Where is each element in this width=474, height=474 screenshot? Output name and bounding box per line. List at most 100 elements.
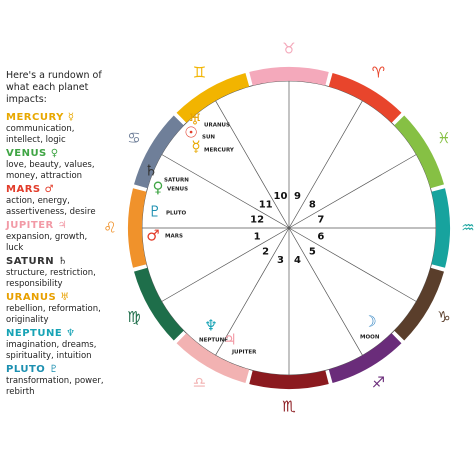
planet-entry: PLUTO ♇ transformation, power, rebirth <box>6 364 106 397</box>
planet-heading: JUPITER ♃ <box>6 220 106 232</box>
planet-name: URANUS <box>6 292 57 303</box>
planet-symbol: ♅ <box>60 292 70 303</box>
planet-description: transformation, power, rebirth <box>6 376 104 397</box>
zodiac-symbol: ♒ <box>461 219 474 237</box>
planet-heading: URANUS ♅ <box>6 292 106 304</box>
planet-name: NEPTUNE <box>6 328 63 339</box>
planet-entry: JUPITER ♃ expansion, growth, luck <box>6 220 106 253</box>
house-number: 6 <box>317 232 324 243</box>
intro: Here's a rundown of what each planet imp… <box>6 70 102 105</box>
house-divider <box>161 154 290 229</box>
zodiac-symbol: ♑ <box>437 308 450 326</box>
placement-symbol: ♂ <box>146 227 159 245</box>
house-number: 8 <box>309 200 316 211</box>
legend: Here's a rundown of what each planet imp… <box>6 70 106 400</box>
placement-symbol: ☿ <box>191 138 200 156</box>
house-divider <box>161 227 290 302</box>
planet-heading: MERCURY ☿ <box>6 112 106 124</box>
planet-heading: VENUS ♀ <box>6 148 106 160</box>
planet-entry: NEPTUNE ♆ imagination, dreams, spirituali… <box>6 328 106 361</box>
placement-label: MERCURY <box>204 148 235 154</box>
planet-symbol: ♂ <box>44 184 55 195</box>
planet-description: communication, intellect, logic <box>6 124 75 145</box>
placement-symbol: ♇ <box>148 203 161 221</box>
zodiac-symbol: ♋ <box>127 129 140 147</box>
placement-label: JUPITER <box>231 350 257 356</box>
zodiac-symbol: ♐ <box>372 374 385 392</box>
placement-symbol: ♃ <box>223 331 236 349</box>
planet-description: action, energy, assertiveness, desire <box>6 196 96 217</box>
planet-symbol: ♇ <box>49 364 59 375</box>
placement-symbol: ☉ <box>184 124 197 142</box>
planet-description: love, beauty, values, money, attraction <box>6 160 95 181</box>
placement-label: MOON <box>360 335 380 341</box>
planet-entry: MARS ♂ action, energy, assertiveness, des… <box>6 184 106 217</box>
house-divider <box>215 227 290 356</box>
house-divider <box>288 227 363 356</box>
planet-entry: URANUS ♅ rebellion, reformation, original… <box>6 292 106 325</box>
zodiac-segment <box>134 115 184 189</box>
planet-symbol: ♃ <box>57 220 68 231</box>
house-number: 12 <box>250 214 264 225</box>
planet-heading: NEPTUNE ♆ <box>6 328 106 340</box>
zodiac-symbol: ♍ <box>127 308 140 326</box>
zodiac-segment <box>176 333 250 383</box>
planet-name: VENUS <box>6 148 47 159</box>
planet-description: imagination, dreams, spirituality, intui… <box>6 340 97 361</box>
planet-heading: MARS ♂ <box>6 184 106 196</box>
house-number: 1 <box>254 232 261 243</box>
zodiac-segment <box>328 333 402 383</box>
planet-heading: SATURN ♄ <box>6 256 106 268</box>
planet-entry: MERCURY ☿ communication, intellect, logic <box>6 112 106 145</box>
zodiac-segment <box>394 115 444 189</box>
zodiac-segment <box>249 370 329 389</box>
zodiac-symbol: ♈ <box>372 63 385 81</box>
placement-label: PLUTO <box>166 211 187 217</box>
zodiac-segment <box>176 73 250 123</box>
house-number: 9 <box>294 191 301 202</box>
zodiac-symbol: ♏ <box>282 398 296 416</box>
planet-symbol: ♄ <box>58 256 68 267</box>
zodiac-symbol: ♌ <box>103 219 116 237</box>
planet-heading: PLUTO ♇ <box>6 364 106 376</box>
zodiac-segment <box>394 267 444 341</box>
planet-symbol: ♀ <box>50 148 59 159</box>
planet-symbol: ♆ <box>66 328 76 339</box>
zodiac-segment <box>249 66 329 86</box>
planet-name: JUPITER <box>6 220 54 231</box>
house-divider <box>215 100 290 229</box>
zodiac-symbol: ♎ <box>193 374 206 392</box>
planet-name: MERCURY <box>6 112 64 123</box>
house-number: 3 <box>277 255 284 266</box>
house-number: 11 <box>259 200 273 211</box>
house-divider <box>288 100 363 229</box>
placement-symbol: ♄ <box>144 162 157 180</box>
placement-label: URANUS <box>204 123 230 129</box>
planet-symbol: ☿ <box>67 112 75 123</box>
placement-label: NEPTUNE <box>199 338 228 344</box>
house-number: 2 <box>262 246 269 257</box>
house-number: 10 <box>273 191 287 202</box>
zodiac-symbol: ♉ <box>282 40 295 58</box>
placement-symbol: ☽ <box>363 313 376 331</box>
zodiac-symbol: ♓ <box>437 129 450 147</box>
planet-entry: SATURN ♄ structure, restriction, responsi… <box>6 256 106 289</box>
zodiac-segment <box>127 188 147 268</box>
house-number: 7 <box>317 214 324 225</box>
planet-description: expansion, growth, luck <box>6 232 88 253</box>
zodiac-symbol: ♊ <box>193 63 206 81</box>
zodiac-segment <box>431 188 450 268</box>
placement-symbol: ♅ <box>188 111 201 129</box>
house-divider <box>288 227 417 302</box>
placement-symbol: ♀ <box>153 179 164 197</box>
planet-description: rebellion, reformation, originality <box>6 304 101 325</box>
zodiac-segment <box>134 267 184 341</box>
planet-description: structure, restriction, responsibility <box>6 268 96 289</box>
placement-label: VENUS <box>167 187 188 193</box>
placement-label: MARS <box>165 234 183 240</box>
house-number: 4 <box>294 255 301 266</box>
planet-entry: VENUS ♀ love, beauty, values, money, attr… <box>6 148 106 181</box>
planet-name: SATURN <box>6 256 55 267</box>
